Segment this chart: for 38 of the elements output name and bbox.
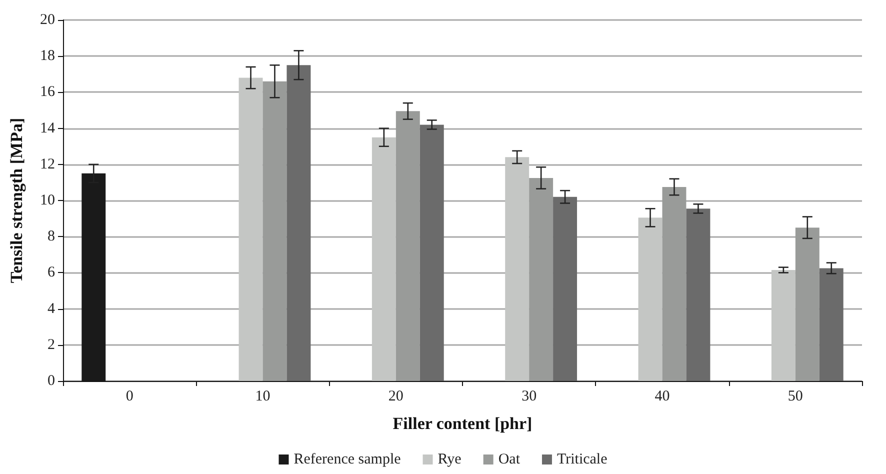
bar (686, 208, 710, 381)
x-tick-label: 30 (522, 388, 537, 404)
bar (372, 137, 396, 381)
y-tick-label: 20 (40, 12, 55, 28)
legend-label: Triticale (556, 452, 608, 468)
bar (262, 81, 287, 381)
x-tick-label: 40 (654, 388, 670, 404)
y-tick-label: 12 (40, 156, 55, 172)
bar (819, 268, 844, 381)
y-tick-label: 10 (40, 192, 55, 208)
bar (238, 78, 263, 381)
legend-label: Reference sample (294, 452, 402, 468)
bar (553, 196, 578, 381)
x-tick-label: 20 (388, 388, 404, 404)
y-tick-label: 4 (48, 300, 56, 317)
bar (420, 124, 444, 381)
bar (662, 186, 686, 381)
bar (771, 270, 796, 381)
y-tick-label: 8 (48, 228, 55, 245)
bar (529, 178, 554, 381)
legend-label: Oat (498, 452, 521, 468)
bar (795, 228, 820, 381)
bar (505, 157, 530, 381)
y-tick-label: 6 (48, 264, 56, 281)
x-tick-label: 50 (788, 388, 803, 404)
y-tick-label: 14 (40, 120, 56, 136)
bar (638, 218, 662, 381)
y-tick-label: 16 (40, 84, 56, 100)
y-axis-title: Tensile strength [MPa] (7, 118, 26, 284)
y-tick-label: 18 (40, 48, 55, 64)
bar (396, 111, 420, 381)
x-axis-title: Filler content [phr] (392, 414, 532, 433)
y-tick-label: 2 (48, 336, 55, 353)
legend-label: Rye (438, 452, 462, 468)
y-tick-label: 0 (48, 373, 55, 389)
x-tick-label: 0 (126, 388, 134, 404)
bar (286, 65, 311, 381)
x-tick-label: 10 (255, 388, 270, 404)
